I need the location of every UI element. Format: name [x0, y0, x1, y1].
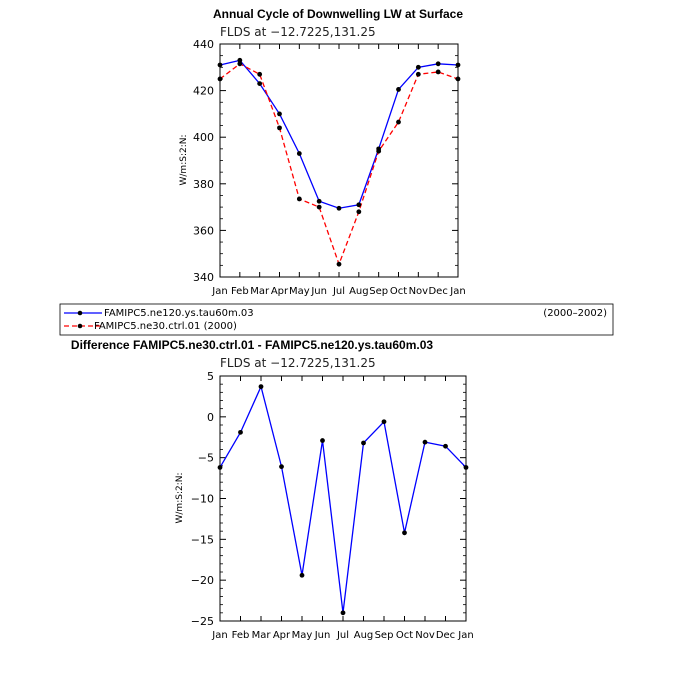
bottom-chart-series-0-point — [217, 465, 223, 470]
top-chart-xtick-label: Dec — [428, 286, 447, 297]
top-chart-ytick-label: 360 — [193, 224, 214, 237]
bottom-chart-xtick-label: Feb — [232, 630, 250, 641]
top-chart-series-1-point — [415, 71, 421, 77]
top-chart-ytick-label: 420 — [193, 85, 214, 98]
bottom-chart-ytick-label: −20 — [191, 574, 214, 587]
bottom-chart-series-0-point — [340, 610, 346, 616]
bottom-chart-ytick-label: −15 — [191, 533, 214, 546]
top-chart-xtick-label: Jan — [211, 286, 227, 297]
bottom-chart-series-line-0 — [219, 384, 467, 613]
top-chart-series-0-point — [217, 62, 223, 68]
top-chart-series-1-point — [336, 261, 342, 267]
bottom-chart-series-0-point — [422, 439, 428, 445]
top-chart-xtick-label: Jun — [310, 286, 327, 297]
bottom-chart-series-0-point — [320, 438, 325, 443]
bottom-chart-xtick-label: Nov — [415, 630, 435, 641]
top-chart-series-1-point — [356, 209, 362, 215]
top-chart-xtick-label: Oct — [390, 286, 407, 297]
bottom-chart-series-0-point — [279, 464, 284, 470]
top-chart-series-1-point — [237, 61, 243, 67]
bottom-chart-xtick-label: Jan — [457, 630, 473, 641]
top-chart-series-0-point — [396, 87, 401, 92]
top-chart-ytick-label: 380 — [193, 178, 214, 191]
top-chart-series-0-point — [435, 61, 441, 67]
top-chart-series-0-point — [336, 205, 342, 211]
bottom-chart-series-0-point — [463, 465, 469, 470]
top-chart-xtick-label: Mar — [250, 286, 270, 297]
top-chart-xtick-label: Jul — [332, 286, 345, 297]
top-chart-ytick-label: 340 — [193, 271, 214, 284]
bottom-chart-ytick-label: −25 — [191, 615, 214, 628]
top-chart-xtick-label: Sep — [369, 286, 388, 297]
top-chart-xtick-label: Apr — [271, 286, 289, 297]
bottom-chart-series-0-point — [299, 572, 305, 578]
bottom-chart-xtick-label: Jun — [314, 630, 331, 641]
bottom-chart-xtick-label: Oct — [396, 630, 413, 641]
top-chart-series-1-point — [316, 204, 322, 210]
bottom-chart-ylabel: W/m:S:2:N: — [175, 473, 185, 524]
top-chart-series-1-point — [435, 69, 441, 75]
legend-marker-ne30 — [77, 323, 83, 329]
bottom-chart-frame — [219, 375, 467, 622]
bottom-chart-xtick-label: Apr — [273, 630, 291, 641]
top-chart-series-1-point — [217, 76, 223, 82]
top-chart-series-1-point — [455, 76, 461, 82]
top-chart-xtick-label: Nov — [409, 286, 429, 297]
bottom-chart-xtick-label: Mar — [252, 630, 272, 641]
bottom-chart-xtick-label: Aug — [354, 630, 374, 641]
top-chart-ytick-label: 440 — [193, 38, 214, 51]
top-chart-series-line-0 — [219, 59, 459, 209]
bottom-chart-xtick-label: Jul — [336, 630, 349, 641]
top-chart-series-1-point — [396, 119, 401, 125]
bottom-chart-xtick-label: May — [292, 630, 313, 641]
bottom-chart-series-0-point — [402, 530, 407, 536]
bottom-chart-xtick-label: Dec — [436, 630, 455, 641]
top-chart-series-0-point — [455, 62, 461, 68]
top-chart-ytick-label: 400 — [193, 131, 214, 144]
top-chart-series-0-point — [237, 57, 243, 63]
bottom-chart-series-0-point — [258, 384, 264, 390]
bottom-chart-subtitle: FLDS at −12.7225,131.25 — [220, 356, 376, 370]
top-chart-xtick-label: Feb — [231, 286, 249, 297]
top-chart-series-0-point — [415, 64, 421, 70]
top-chart-series-0-point — [277, 111, 282, 117]
bottom-chart-ytick-label: −5 — [198, 452, 214, 465]
top-chart-series-0-point — [296, 151, 302, 156]
bottom-chart-xtick-label: Sep — [375, 630, 394, 641]
top-chart-subtitle: FLDS at −12.7225,131.25 — [220, 25, 376, 39]
bottom-chart-ytick-label: 0 — [207, 411, 214, 424]
top-chart-series-1-point — [257, 71, 263, 77]
top-chart-series-1-point — [296, 196, 302, 202]
legend-label-ne120: FAMIPC5.ne120.ys.tau60m.03 — [104, 308, 254, 319]
top-chart-series-0-point — [316, 198, 322, 204]
top-chart-xtick-label: May — [289, 286, 310, 297]
bottom-chart-series-0-point — [381, 419, 387, 425]
top-chart-series-0-point — [257, 81, 263, 87]
bottom-chart-series-0-point — [361, 440, 366, 446]
legend-marker-ne120 — [77, 310, 83, 316]
legend-box — [59, 303, 614, 336]
bottom-chart-plot: Jan Feb Mar Apr May Jun Jul Aug Sep Oct Nov Dec Jan−… — [191, 370, 474, 641]
top-chart-ylabel: W/m:S:2:N: — [179, 135, 189, 186]
top-chart-xtick-label: Jan — [449, 286, 465, 297]
top-chart-series-line-1 — [219, 63, 459, 267]
bottom-chart-ytick-label: −10 — [191, 493, 214, 506]
top-chart-title: Annual Cycle of Downwelling LW at Surfac… — [213, 7, 463, 21]
top-chart-series-1-point — [277, 125, 282, 131]
top-chart-plot: Jan Feb Mar Apr May Jun Jul Aug Sep Oct Nov Dec Jan3… — [193, 38, 466, 297]
top-chart-series-0-point — [356, 202, 362, 208]
bottom-chart-xtick-label: Jan — [211, 630, 227, 641]
bottom-chart-title: Difference FAMIPC5.ne30.ctrl.01 - FAMIPC… — [71, 338, 433, 352]
bottom-chart-series-0-point — [443, 443, 448, 449]
legend-period-ne120: (2000–2002) — [543, 308, 607, 319]
bottom-chart-series-0-point — [238, 429, 243, 435]
legend-label-ne30: FAMIPC5.ne30.ctrl.01 (2000) — [94, 321, 237, 332]
top-chart-series-1-point — [376, 148, 382, 154]
bottom-chart-ytick-label: 5 — [207, 370, 214, 383]
top-chart-xtick-label: Aug — [349, 286, 369, 297]
